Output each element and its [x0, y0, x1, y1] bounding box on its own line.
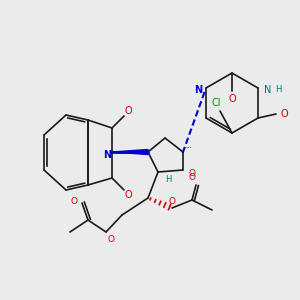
Text: H: H: [275, 85, 281, 94]
Text: Cl: Cl: [211, 98, 221, 108]
Text: N: N: [103, 150, 111, 160]
Polygon shape: [112, 149, 148, 154]
Text: ...: ...: [186, 143, 192, 149]
Text: O: O: [124, 106, 132, 116]
Text: O: O: [188, 172, 196, 182]
Text: N: N: [194, 85, 202, 95]
Text: O: O: [124, 190, 132, 200]
Text: O: O: [107, 236, 115, 244]
Text: O: O: [188, 169, 196, 178]
Text: O: O: [228, 94, 236, 104]
Text: H: H: [165, 176, 171, 184]
Text: N: N: [264, 85, 272, 95]
Text: O: O: [169, 196, 176, 206]
Text: O: O: [280, 109, 288, 119]
Text: O: O: [70, 196, 77, 206]
